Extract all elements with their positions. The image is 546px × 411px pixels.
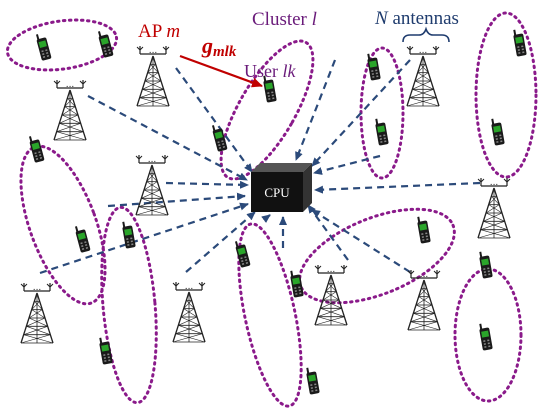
ap-antenna-dots: ... (185, 282, 194, 292)
antenna-tower-icon: ... (406, 46, 440, 107)
fronthaul-arrow (314, 181, 481, 194)
mobile-phone-icon (479, 323, 493, 351)
mobile-phone-icon (28, 136, 45, 163)
mobile-phone-icon (491, 118, 505, 146)
fronthaul-arrow (165, 180, 249, 189)
antenna-tower-icon: ... (53, 80, 87, 141)
mobile-phone-icon (35, 34, 52, 61)
fronthaul-arrow (294, 59, 337, 161)
access-points: ........................... (20, 46, 511, 344)
mobile-phone-icon (367, 53, 381, 81)
cluster-label: Cluster l (252, 9, 317, 30)
ap-antenna-dots: ... (327, 265, 336, 275)
mobile-phone-icon (234, 241, 251, 268)
user-cluster-ellipse (5, 18, 119, 72)
ap-antenna-dots: ... (33, 283, 42, 293)
ap-antenna-dots: ... (419, 46, 428, 56)
antenna-tower-icon: ... (135, 155, 169, 216)
cpu-cube-icon: CPU (251, 163, 312, 212)
user-cluster-ellipse (298, 207, 456, 305)
user-cluster-ellipse (19, 144, 107, 306)
antenna-tower-icon: ... (314, 265, 348, 326)
mobile-phone-icon (263, 75, 277, 103)
ap-antenna-dots: ... (490, 178, 499, 188)
fronthaul-arrow (185, 211, 256, 273)
antenna-tower-icon: ... (477, 178, 511, 239)
antenna-tower-icon: ... (172, 282, 206, 343)
mobile-phone-icon (97, 31, 114, 58)
user-cluster-ellipse (474, 11, 538, 179)
channel-label: gmlk (201, 33, 237, 60)
users (28, 29, 527, 395)
fronthaul-links (39, 59, 481, 275)
antennas-label: N antennas (374, 8, 459, 29)
user-cluster-ellipse (237, 222, 303, 408)
mobile-phone-icon (99, 337, 113, 365)
user-cluster-ellipse (219, 39, 315, 181)
antenna-tower-icon: ... (20, 283, 54, 344)
antennas-brace (402, 26, 450, 43)
fronthaul-arrow (175, 67, 253, 173)
mobile-phone-icon (306, 367, 320, 395)
fronthaul-arrow (87, 95, 248, 181)
mobile-phone-icon (417, 216, 431, 244)
ap-antenna-dots: ... (149, 46, 158, 56)
mobile-phone-icon (290, 270, 304, 298)
channel-arrow (179, 54, 263, 88)
fronthaul-arrow (311, 59, 411, 167)
mobile-phone-icon (513, 29, 527, 57)
fronthaul-arrow (261, 214, 271, 223)
mobile-phone-icon (211, 125, 228, 152)
ap-antenna-dots: ... (66, 80, 75, 90)
mobile-phone-icon (122, 221, 136, 249)
mobile-phone-icon (74, 226, 91, 253)
antenna-tower-icon: ... (136, 46, 170, 107)
mobile-phone-icon (479, 251, 493, 279)
fronthaul-arrow (107, 192, 246, 208)
user-cluster-ellipse (100, 205, 158, 405)
cpu-label: CPU (264, 185, 290, 200)
antenna-tower-icon: ... (407, 270, 441, 331)
fronthaul-arrow (311, 209, 411, 273)
fronthaul-arrow (39, 202, 249, 275)
mobile-phone-icon (375, 118, 389, 146)
ap-antenna-dots: ... (420, 270, 429, 280)
ap-label: AP m (138, 21, 180, 42)
user-label: User lk (244, 61, 297, 81)
ap-antenna-dots: ... (148, 155, 157, 165)
